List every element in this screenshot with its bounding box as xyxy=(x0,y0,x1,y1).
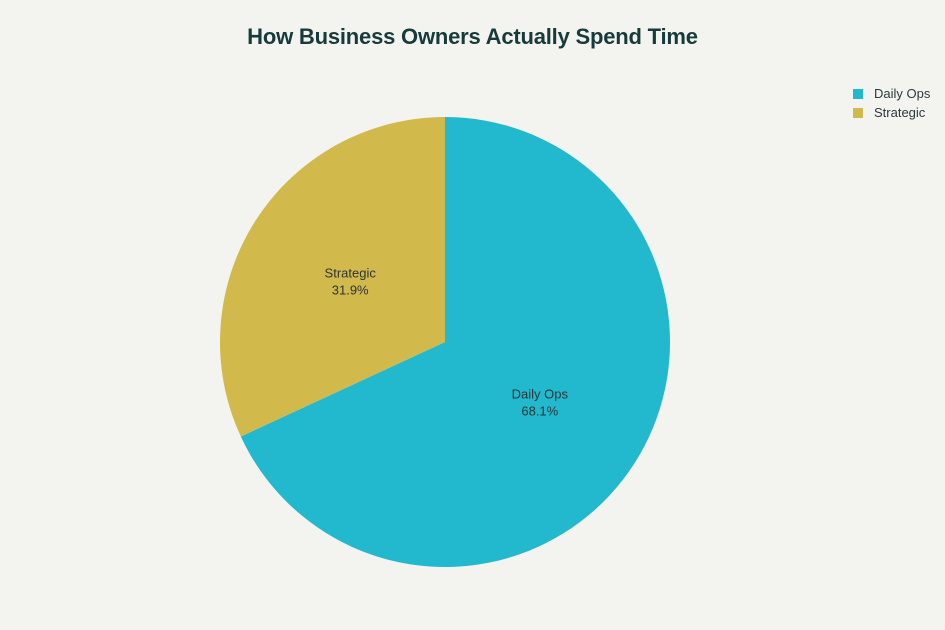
pie-slice-labels: Daily Ops 68.1% Strategic 31.9% xyxy=(325,265,569,418)
pie-slices xyxy=(220,117,670,567)
legend-item-daily-ops[interactable]: Daily Ops xyxy=(853,84,930,103)
pie-slice-daily-ops[interactable] xyxy=(240,117,670,567)
slice-label-daily-ops: Daily Ops xyxy=(512,387,569,402)
slice-label-strategic: Strategic xyxy=(325,265,377,280)
legend-label-strategic: Strategic xyxy=(874,105,926,120)
legend: Daily Ops Strategic xyxy=(853,84,930,122)
legend-swatch-strategic xyxy=(853,107,863,118)
slice-value-daily-ops: 68.1% xyxy=(521,404,558,419)
pie-slice-strategic[interactable] xyxy=(220,117,445,437)
legend-swatch-daily-ops xyxy=(853,88,863,99)
legend-item-strategic[interactable]: Strategic xyxy=(853,103,930,122)
slice-value-strategic: 31.9% xyxy=(332,282,369,297)
legend-label-daily-ops: Daily Ops xyxy=(874,86,931,101)
chart-title: How Business Owners Actually Spend Time xyxy=(247,24,698,49)
